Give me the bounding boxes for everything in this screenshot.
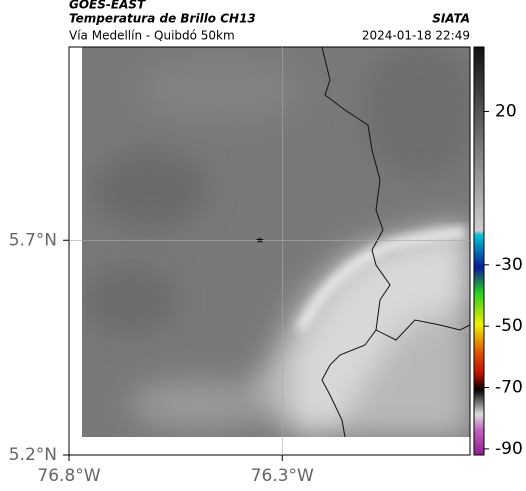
x-tick-label: 76.3°W (251, 466, 314, 486)
map-frame (68, 46, 471, 456)
colorbar-tick-label: -30 (495, 255, 523, 275)
y-tick-label: 5.2°N (9, 445, 57, 465)
satellite-image (82, 47, 470, 437)
colorbar (473, 46, 485, 456)
org: SIATA (432, 12, 470, 26)
colorbar-tick-label: -50 (495, 316, 523, 336)
datetime: 2024-01-18 22:49 (362, 29, 470, 43)
boundary (321, 47, 470, 437)
title: Temperatura de Brillo CH13 (69, 12, 256, 26)
colorbar-tick-label: -70 (495, 378, 523, 398)
colorbar-tick-label: 20 (495, 101, 517, 121)
y-tick-label: 5.7°N (9, 230, 57, 250)
subtitle: Vía Medellín - Quibdó 50km (69, 29, 235, 43)
colorbar-tick-label: -90 (495, 439, 523, 459)
source: GOES-EAST (69, 0, 146, 12)
x-tick-label: 76.8°W (37, 466, 100, 486)
